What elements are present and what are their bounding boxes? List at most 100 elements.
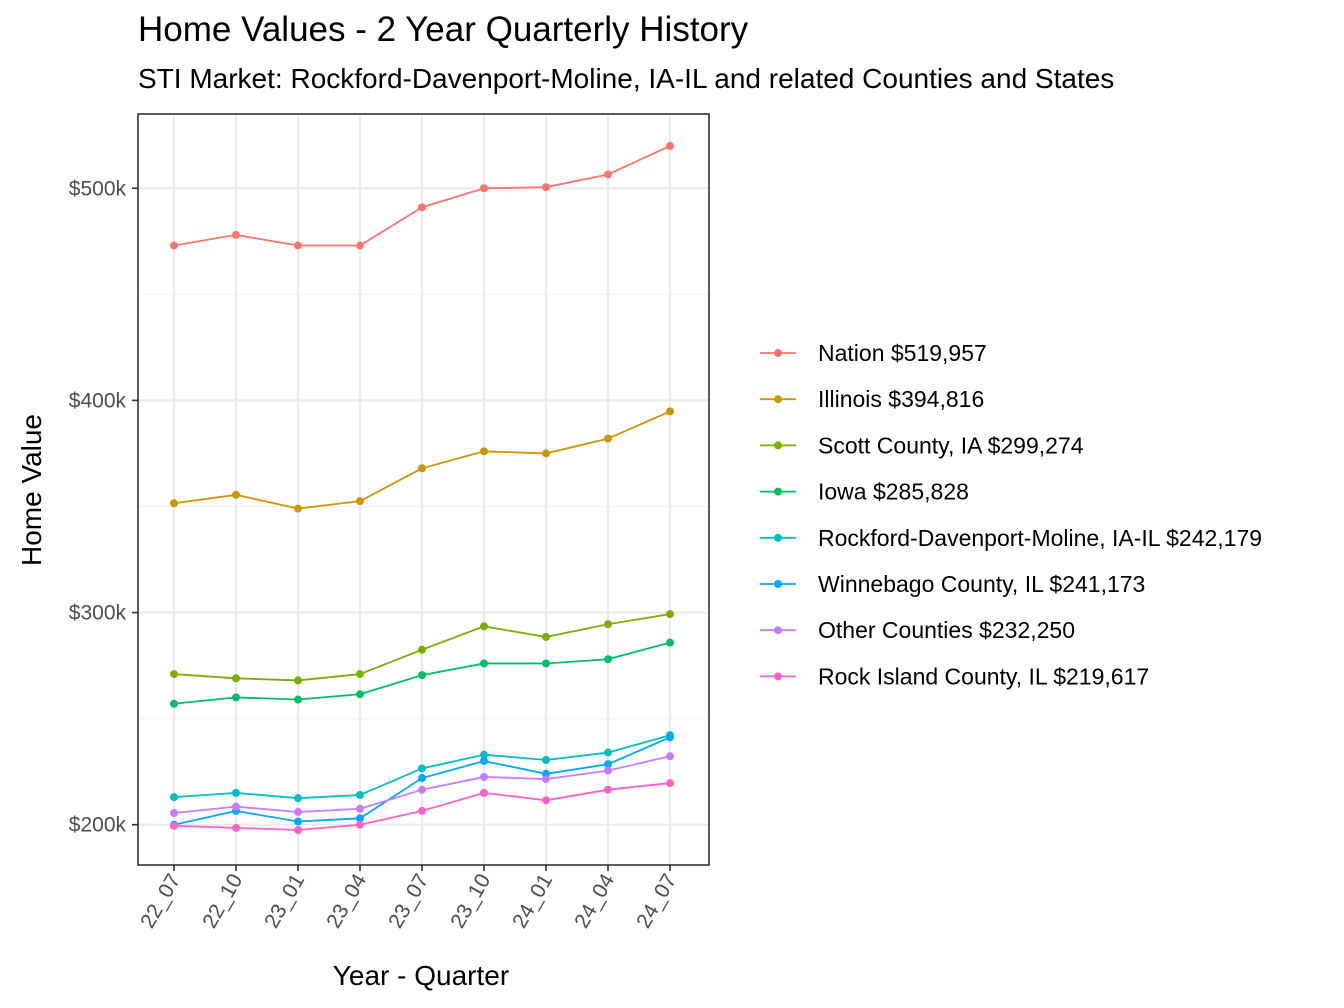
series-group: [170, 407, 674, 513]
data-point: [418, 203, 426, 212]
data-point: [480, 788, 488, 797]
x-tick-label: 23_10: [446, 870, 495, 932]
data-point: [170, 241, 178, 250]
legend: Nation $519,957 Illinois $394,816 Scott Co…: [760, 340, 1262, 689]
data-point: [666, 733, 674, 742]
x-axis-title: Year - Quarter: [333, 960, 509, 991]
series-group: [170, 752, 674, 818]
series-group: [170, 638, 674, 708]
x-tick-label: 24_04: [570, 870, 619, 932]
data-point: [604, 785, 612, 794]
data-point: [294, 676, 302, 685]
data-point: [294, 504, 302, 513]
data-point: [666, 638, 674, 647]
data-point: [480, 184, 488, 193]
data-point: [604, 170, 612, 179]
legend-key-point: [774, 626, 782, 635]
data-point: [604, 434, 612, 443]
data-point: [542, 796, 550, 805]
data-point: [356, 804, 364, 813]
data-point: [666, 141, 674, 150]
data-point: [542, 183, 550, 192]
legend-key-point: [774, 580, 782, 588]
series-layer: [170, 141, 674, 834]
data-point: [604, 620, 612, 629]
legend-label: Rockford-Davenport-Moline, IA-IL $242,17…: [818, 525, 1262, 551]
legend-label: Nation $519,957: [818, 340, 987, 366]
legend-label: Other Counties $232,250: [818, 617, 1075, 643]
x-tick-label: 23_01: [260, 870, 309, 932]
chart-subtitle: STI Market: Rockford-Davenport-Moline, I…: [138, 63, 1115, 94]
data-point: [542, 755, 550, 764]
data-point: [294, 794, 302, 803]
data-point: [232, 823, 240, 832]
data-point: [480, 750, 488, 759]
data-point: [480, 757, 488, 766]
data-point: [666, 779, 674, 788]
x-tick-label: 23_07: [384, 870, 433, 932]
legend-label: Winnebago County, IL $241,173: [818, 571, 1145, 597]
data-point: [356, 814, 364, 823]
data-point: [418, 774, 426, 783]
data-point: [666, 407, 674, 416]
data-point: [418, 764, 426, 773]
legend-key-point: [774, 672, 782, 681]
legend-key-point: [774, 395, 782, 404]
series-group: [170, 610, 674, 685]
chart-title: Home Values - 2 Year Quarterly History: [138, 10, 749, 49]
y-tick-label: $400k: [69, 389, 127, 412]
legend-label: Iowa $285,828: [818, 479, 969, 505]
legend-key-point: [774, 487, 782, 496]
y-tick-label: $500k: [69, 177, 127, 200]
data-point: [542, 775, 550, 784]
data-point: [170, 670, 178, 679]
data-point: [480, 772, 488, 781]
data-point: [356, 241, 364, 250]
legend-key-point: [774, 441, 782, 450]
data-point: [356, 690, 364, 699]
y-tick-label: $200k: [69, 814, 127, 837]
legend-key-point: [774, 533, 782, 542]
data-point: [170, 821, 178, 830]
series-group: [170, 141, 674, 250]
data-point: [418, 671, 426, 680]
data-point: [604, 766, 612, 775]
data-point: [232, 788, 240, 797]
data-point: [604, 760, 612, 769]
y-axis-title: Home Value: [16, 414, 47, 566]
y-tick-label: $300k: [69, 602, 127, 625]
x-tick-label: 22_10: [198, 870, 247, 932]
legend-key-point: [774, 349, 782, 357]
data-point: [418, 806, 426, 815]
data-point: [418, 785, 426, 794]
data-point: [418, 464, 426, 473]
data-point: [356, 670, 364, 679]
data-point: [542, 449, 550, 458]
data-point: [232, 802, 240, 811]
data-point: [604, 748, 612, 757]
plot-border: [137, 113, 710, 866]
data-point: [480, 622, 488, 631]
data-point: [170, 499, 178, 508]
x-tick-label: 22_07: [136, 870, 185, 932]
data-point: [356, 820, 364, 829]
legend-label: Illinois $394,816: [818, 386, 984, 412]
data-point: [294, 817, 302, 826]
data-point: [666, 752, 674, 761]
data-point: [294, 695, 302, 704]
data-point: [170, 793, 178, 802]
data-point: [356, 790, 364, 799]
data-point: [232, 693, 240, 702]
data-point: [294, 807, 302, 816]
legend-label: Rock Island County, IL $219,617: [818, 663, 1149, 689]
data-point: [232, 230, 240, 239]
x-tick-label: 24_07: [632, 870, 681, 932]
x-tick-label: 23_04: [322, 870, 371, 932]
plot-panel: [138, 114, 709, 865]
data-point: [666, 610, 674, 619]
data-point: [232, 674, 240, 683]
data-point: [170, 699, 178, 708]
data-point: [232, 490, 240, 499]
